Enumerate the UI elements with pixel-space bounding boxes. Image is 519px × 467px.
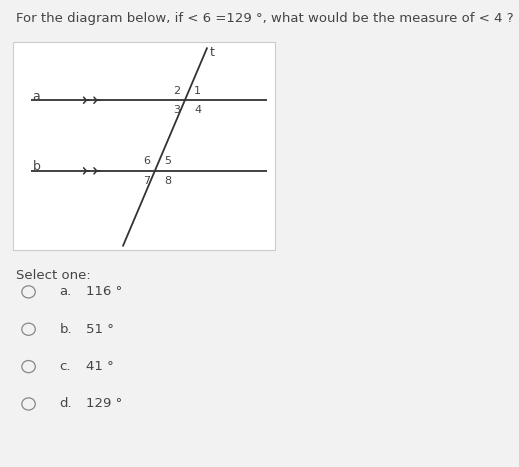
Text: a: a bbox=[33, 90, 40, 103]
Text: 1: 1 bbox=[194, 85, 201, 96]
Text: b: b bbox=[33, 160, 40, 173]
Text: 7: 7 bbox=[143, 176, 150, 185]
Text: 5: 5 bbox=[164, 156, 171, 166]
Text: For the diagram below, if < 6 =129 °, what would be the measure of < 4 ?: For the diagram below, if < 6 =129 °, wh… bbox=[16, 12, 513, 25]
Text: a.: a. bbox=[60, 285, 72, 298]
Text: c.: c. bbox=[60, 360, 71, 373]
Text: 3: 3 bbox=[173, 105, 180, 115]
Text: 8: 8 bbox=[164, 176, 171, 185]
Text: d.: d. bbox=[60, 397, 72, 410]
Text: 2: 2 bbox=[173, 85, 180, 96]
Text: Select one:: Select one: bbox=[16, 269, 90, 282]
Text: t: t bbox=[210, 46, 214, 59]
FancyBboxPatch shape bbox=[13, 42, 275, 250]
Text: 116 °: 116 ° bbox=[86, 285, 122, 298]
Text: b.: b. bbox=[60, 323, 72, 336]
Text: 129 °: 129 ° bbox=[86, 397, 122, 410]
Text: 6: 6 bbox=[143, 156, 150, 166]
Text: 41 °: 41 ° bbox=[86, 360, 113, 373]
Text: 4: 4 bbox=[194, 105, 201, 115]
Text: 51 °: 51 ° bbox=[86, 323, 114, 336]
